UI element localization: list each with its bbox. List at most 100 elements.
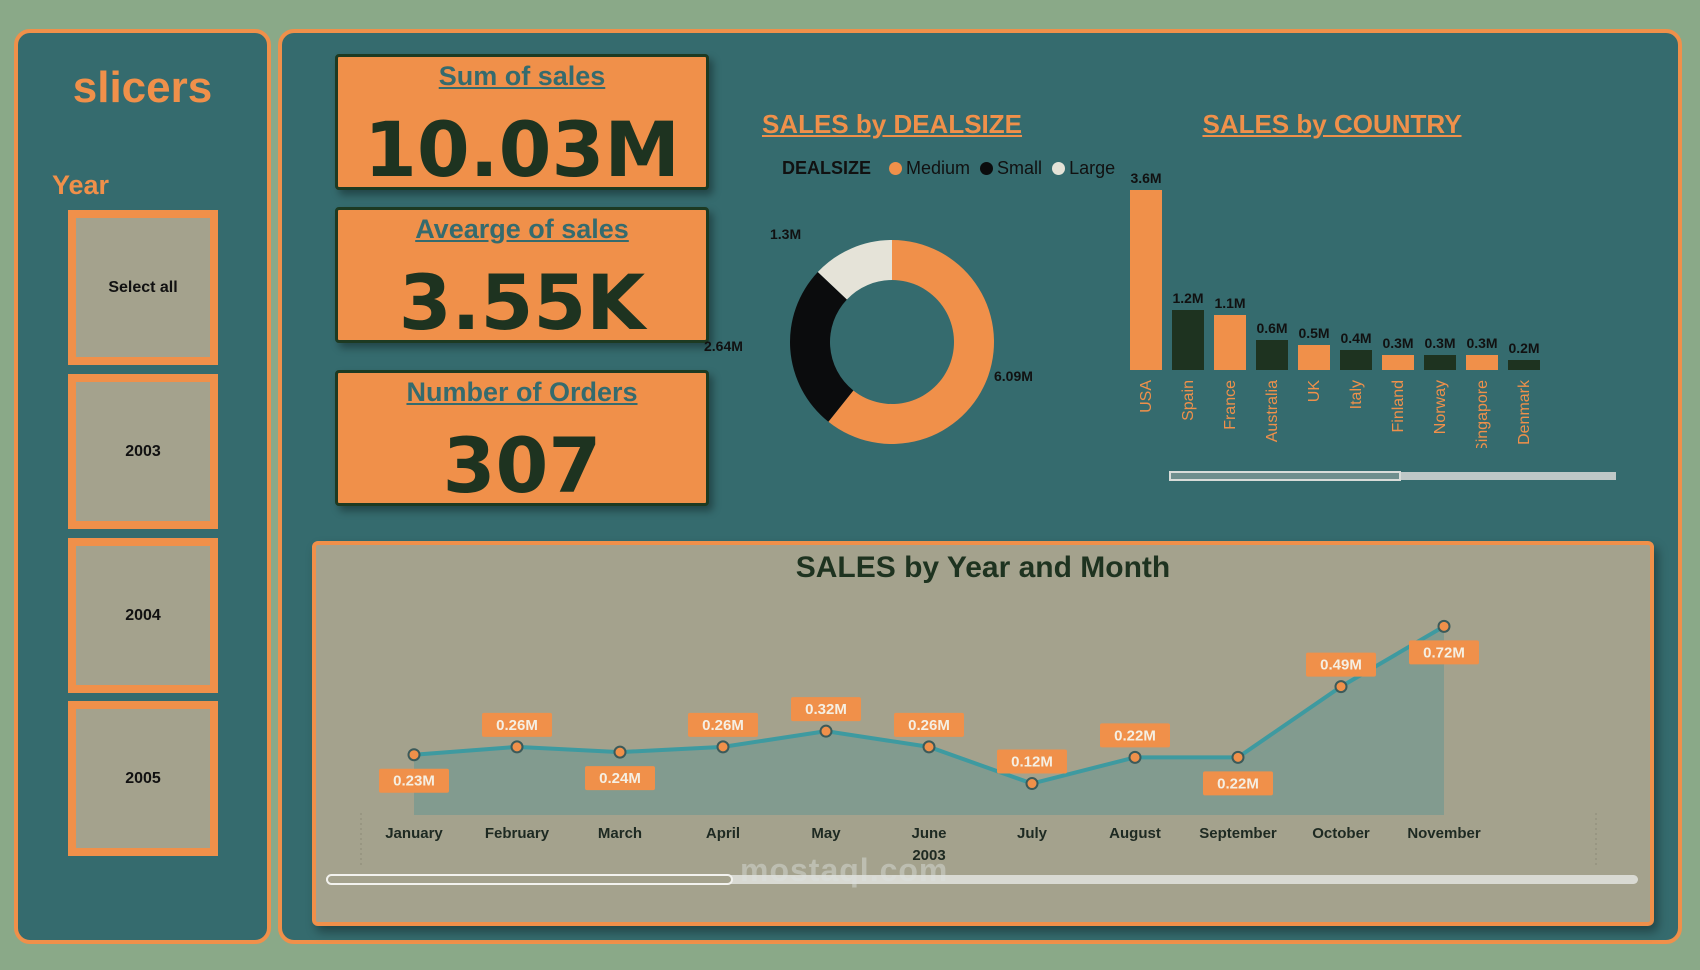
line-point: [922, 740, 936, 754]
bar-category-label: Italy: [1348, 380, 1365, 409]
line-chart-scroll-thumb[interactable]: [326, 874, 733, 885]
line-point: [1128, 750, 1142, 764]
slicer-option-2004[interactable]: 2004: [68, 538, 218, 693]
kpi-card-sum-of-sales: Sum of sales 10.03M: [335, 54, 709, 194]
point-label-box: [1203, 771, 1273, 796]
bar-australia: [1256, 340, 1288, 370]
kpi-title: Number of Orders: [406, 377, 638, 407]
legend-swatch-large: [1052, 162, 1066, 175]
year-tick-label: 2003: [912, 847, 945, 864]
bar-category-label: Finland: [1390, 380, 1407, 432]
month-tick-label: April: [706, 825, 740, 842]
point-data-label: 0.26M: [702, 717, 744, 734]
bar-data-label: 0.5M: [1298, 325, 1329, 341]
bar-france: [1214, 315, 1246, 370]
country-chart-scroll-thumb[interactable]: [1169, 471, 1402, 481]
slicer-option-2003[interactable]: 2003: [68, 374, 218, 529]
point-data-label: 0.32M: [805, 701, 847, 718]
donut-data-label: 2.64M: [704, 338, 743, 354]
bar-data-label: 0.3M: [1466, 335, 1497, 351]
point-label-box: [1306, 652, 1376, 677]
slicer-option-select-all[interactable]: Select all: [68, 210, 218, 365]
donut-data-label: 1.3M: [770, 226, 801, 242]
month-tick-label: May: [811, 825, 841, 842]
bar-category-label: UK: [1306, 380, 1323, 403]
bar-data-label: 0.3M: [1382, 335, 1413, 351]
bar-category-label: Singapore: [1474, 380, 1491, 448]
month-tick-label: October: [1312, 825, 1370, 842]
point-data-label: 0.22M: [1217, 775, 1259, 792]
line-point: [1025, 777, 1039, 791]
kpi-value: 3.55K: [398, 258, 646, 347]
legend-swatch-small: [980, 162, 994, 175]
bar-singapore: [1466, 355, 1498, 370]
month-tick-label: July: [1017, 825, 1048, 842]
point-label-box: [1409, 640, 1479, 665]
point-data-label: 0.22M: [1114, 727, 1156, 744]
point-data-label: 0.12M: [1011, 754, 1053, 771]
bar-data-label: 3.6M: [1130, 170, 1161, 186]
main-panel: Sum of sales 10.03M Avearge of sales 3.5…: [278, 29, 1682, 944]
line-point: [613, 745, 627, 759]
point-label-box: [894, 712, 964, 737]
watermark-text: mostaql.com: [740, 852, 949, 888]
country-chart-title: SALES by COUNTRY: [1202, 109, 1462, 139]
kpi-title: Avearge of sales: [415, 214, 629, 244]
bar-denmark: [1508, 360, 1540, 370]
point-label-box: [585, 766, 655, 791]
kpi-value: 307: [442, 421, 602, 510]
dealsize-donut-chart: 6.09M 2.64M 1.3M: [704, 226, 1033, 444]
slicer-option-2005[interactable]: 2005: [68, 701, 218, 856]
month-tick-label: November: [1407, 825, 1481, 842]
year-slicer-label: Year: [52, 170, 110, 200]
line-point: [1231, 750, 1245, 764]
slicer-panel: slicers Year Select all 2003 2004 2005: [14, 29, 271, 944]
kpi-card-average-of-sales: Avearge of sales 3.55K: [335, 207, 709, 347]
bar-data-label: 0.4M: [1340, 330, 1371, 346]
line-chart-title: SALES by Year and Month: [795, 551, 1171, 584]
bar-data-label: 0.6M: [1256, 320, 1287, 336]
bar-uk: [1298, 345, 1330, 370]
bar-category-label: USA: [1138, 380, 1155, 413]
line-point: [716, 740, 730, 754]
point-label-box: [482, 712, 552, 737]
legend-label-small: Small: [997, 158, 1043, 178]
bar-category-label: Denmark: [1516, 379, 1533, 445]
bar-finland: [1382, 355, 1414, 370]
line-chart-scrollbar[interactable]: [326, 874, 1638, 885]
month-tick-label: June: [911, 825, 946, 842]
bar-category-label: Spain: [1180, 380, 1197, 421]
point-label-box: [997, 749, 1067, 774]
slicer-panel-title: slicers: [72, 63, 213, 112]
legend-swatch-medium: [889, 162, 903, 175]
bar-italy: [1340, 350, 1372, 370]
bar-data-label: 0.2M: [1508, 340, 1539, 356]
bar-norway: [1424, 355, 1456, 370]
point-data-label: 0.24M: [599, 770, 641, 787]
bar-data-label: 1.2M: [1172, 290, 1203, 306]
donut-slice-large: [817, 240, 892, 300]
month-tick-label: January: [385, 825, 443, 842]
line-point: [1437, 619, 1451, 633]
legend-label-medium: Medium: [906, 158, 971, 178]
month-tick-label: September: [1199, 825, 1277, 842]
line-point: [819, 724, 833, 738]
point-data-label: 0.72M: [1423, 644, 1465, 661]
country-chart-scrollbar[interactable]: [1169, 471, 1616, 481]
point-data-label: 0.26M: [496, 717, 538, 734]
month-tick-label: February: [485, 825, 550, 842]
point-label-box: [379, 768, 449, 793]
donut-slice-small: [790, 271, 854, 422]
line-point: [510, 740, 524, 754]
bar-category-label: France: [1222, 380, 1239, 430]
bar-category-label: Australia: [1264, 380, 1281, 442]
bar-data-label: 0.3M: [1424, 335, 1455, 351]
point-data-label: 0.49M: [1320, 657, 1362, 674]
sales-by-month-area-chart: 0.23M January 0.26M February 0.24M March 0.26M…: [360, 619, 1597, 865]
dealsize-legend: DEALSIZE Medium Small Large: [782, 158, 1115, 179]
point-data-label: 0.26M: [908, 717, 950, 734]
legend-title: DEALSIZE: [782, 158, 872, 178]
kpi-card-number-of-orders: Number of Orders 307: [335, 370, 709, 510]
bar-category-label: Norway: [1432, 380, 1449, 434]
bar-data-label: 1.1M: [1214, 295, 1245, 311]
